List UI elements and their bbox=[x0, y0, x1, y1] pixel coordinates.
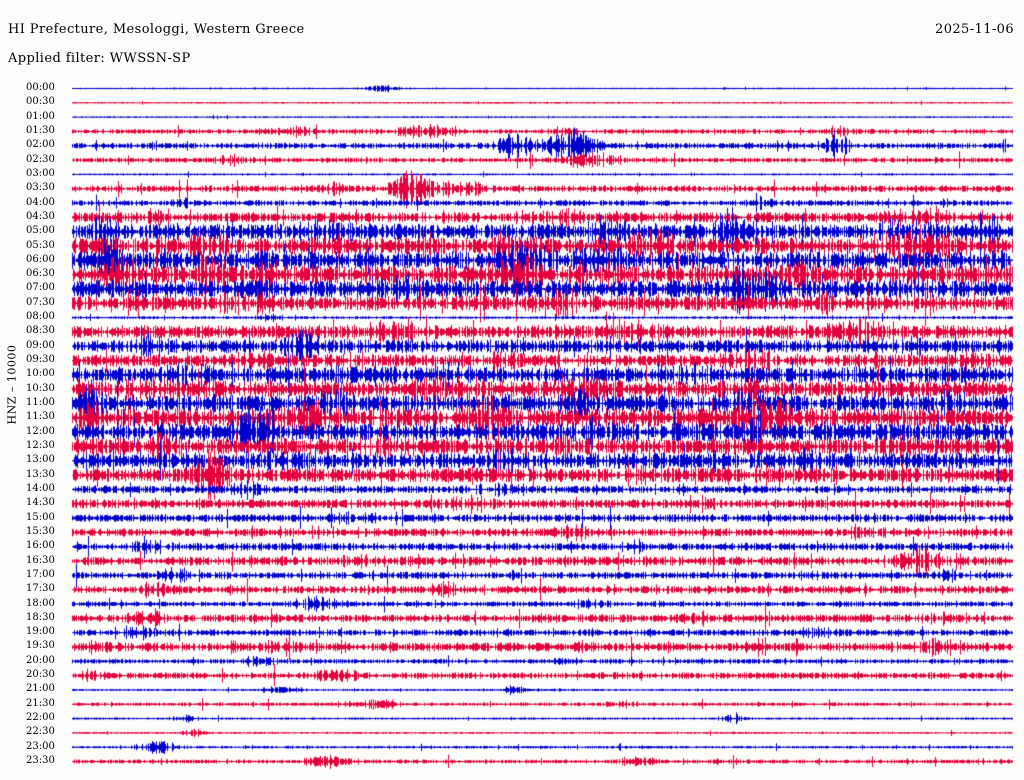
time-axis-label: 20:00 bbox=[26, 654, 55, 666]
page-title: HI Prefecture, Mesologgi, Western Greece bbox=[8, 22, 305, 37]
time-axis-label: 13:30 bbox=[26, 468, 55, 480]
time-axis-label: 14:30 bbox=[26, 497, 55, 509]
time-axis-label: 22:00 bbox=[26, 712, 55, 724]
time-axis-label: 10:30 bbox=[26, 382, 55, 394]
time-axis-label: 21:00 bbox=[26, 683, 55, 695]
time-axis-label: 00:30 bbox=[26, 96, 55, 108]
time-axis-label: 04:30 bbox=[26, 210, 55, 222]
time-axis-label: 23:00 bbox=[26, 740, 55, 752]
time-axis-label: 07:30 bbox=[26, 296, 55, 308]
time-axis-label: 01:00 bbox=[26, 110, 55, 122]
time-axis-label: 01:30 bbox=[26, 124, 55, 136]
time-axis-label: 21:30 bbox=[26, 697, 55, 709]
time-axis-label: 07:00 bbox=[26, 282, 55, 294]
time-axis-label: 19:00 bbox=[26, 626, 55, 638]
time-axis-label: 11:00 bbox=[26, 397, 55, 409]
time-axis-label: 06:30 bbox=[26, 268, 55, 280]
time-axis-label: 12:30 bbox=[26, 440, 55, 451]
time-axis-label: 03:30 bbox=[26, 182, 55, 194]
time-axis-label: 18:00 bbox=[26, 597, 55, 609]
recording-date: 2025-11-06 bbox=[935, 22, 1014, 37]
time-axis-label: 11:30 bbox=[26, 411, 55, 423]
time-axis-label: 02:30 bbox=[26, 153, 55, 165]
time-axis-label: 23:30 bbox=[26, 755, 55, 767]
seismogram-traces bbox=[0, 78, 1024, 778]
time-axis-label: 17:00 bbox=[26, 568, 55, 580]
time-axis-label: 08:00 bbox=[26, 311, 55, 323]
time-axis-label: 12:00 bbox=[26, 425, 55, 437]
time-axis-label: 08:30 bbox=[26, 325, 55, 337]
time-axis-label: 05:00 bbox=[26, 225, 55, 237]
applied-filter-label: Applied filter: WWSSN-SP bbox=[8, 51, 191, 66]
time-axis-label: 17:30 bbox=[26, 583, 55, 595]
time-axis-label: 09:00 bbox=[26, 339, 55, 351]
time-axis-label: 15:00 bbox=[26, 511, 55, 523]
time-axis-label: 14:00 bbox=[26, 482, 55, 494]
time-axis-label: 10:00 bbox=[26, 368, 55, 380]
time-axis-label: 06:00 bbox=[26, 253, 55, 265]
helicorder-plot: 00:00 00:30 01:00 01:30 02:00 02:30 03:00 03:30… bbox=[0, 78, 1024, 778]
time-axis-label: 13:00 bbox=[26, 454, 55, 466]
time-axis-label: 15:30 bbox=[26, 525, 55, 537]
time-axis-label: 18:30 bbox=[26, 611, 55, 623]
time-axis-label: 02:00 bbox=[26, 139, 55, 151]
time-axis-label: 20:30 bbox=[26, 669, 55, 681]
time-axis-label: 00:00 bbox=[26, 82, 55, 93]
time-axis-label: 05:30 bbox=[26, 239, 55, 251]
time-axis-label: 22:30 bbox=[26, 726, 55, 738]
time-axis-label: 16:00 bbox=[26, 540, 55, 552]
time-axis-label: 03:00 bbox=[26, 167, 55, 179]
time-axis-label: 16:30 bbox=[26, 554, 55, 566]
time-axis-label: 19:30 bbox=[26, 640, 55, 652]
time-axis-label: 09:30 bbox=[26, 354, 55, 366]
time-axis-label: 04:00 bbox=[26, 196, 55, 208]
